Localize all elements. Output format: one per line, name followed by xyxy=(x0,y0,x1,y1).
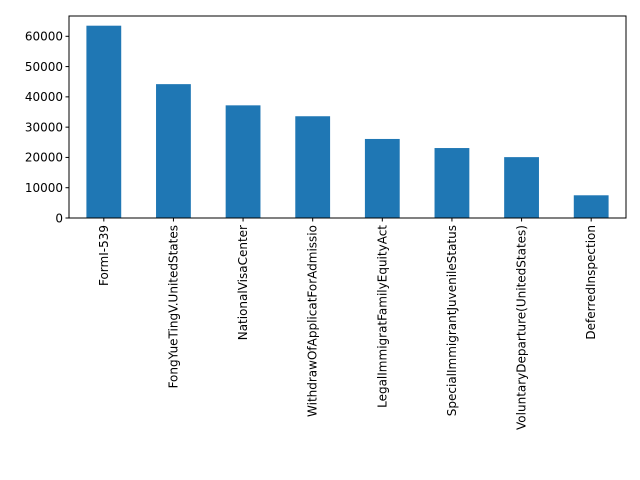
y-tick-label: 40000 xyxy=(25,90,63,104)
y-tick-label: 50000 xyxy=(25,60,63,74)
bars-group xyxy=(86,25,609,218)
y-tick-label: 20000 xyxy=(25,151,63,165)
y-tick-label: 0 xyxy=(55,211,63,225)
bar-0 xyxy=(86,25,122,218)
bar-3 xyxy=(295,116,331,218)
x-tick-label: LegalImmigratFamilyEquityAct xyxy=(375,225,389,408)
y-tick-label: 30000 xyxy=(25,120,63,134)
y-axis: 0 10000 20000 30000 40000 50000 60000 xyxy=(25,30,69,225)
plot-frame xyxy=(68,15,627,219)
x-tick-label: DeferredInspection xyxy=(584,225,598,340)
bar-6 xyxy=(504,157,539,218)
bar-1 xyxy=(156,84,191,218)
y-tick-label: 60000 xyxy=(25,30,63,44)
x-tick-label: VoluntaryDeparture(UnitedStates) xyxy=(515,225,529,430)
bar-2 xyxy=(225,105,261,218)
bar-4 xyxy=(364,138,400,218)
x-tick-label: WithdrawOfApplicatForAdmissio xyxy=(306,225,320,417)
x-tick-label: NationalVisaCenter xyxy=(236,225,250,340)
x-axis: FormI-539 FongYueTingV.UnitedStates Nation… xyxy=(97,218,598,430)
y-tick-label: 10000 xyxy=(25,181,63,195)
bar-5 xyxy=(434,148,470,218)
x-tick-label: SpecialImmigrantJuvenileStatus xyxy=(445,225,459,416)
x-tick-label: FormI-539 xyxy=(97,225,111,286)
x-tick-label: FongYueTingV.UnitedStates xyxy=(166,225,180,388)
bar-7 xyxy=(573,195,609,218)
